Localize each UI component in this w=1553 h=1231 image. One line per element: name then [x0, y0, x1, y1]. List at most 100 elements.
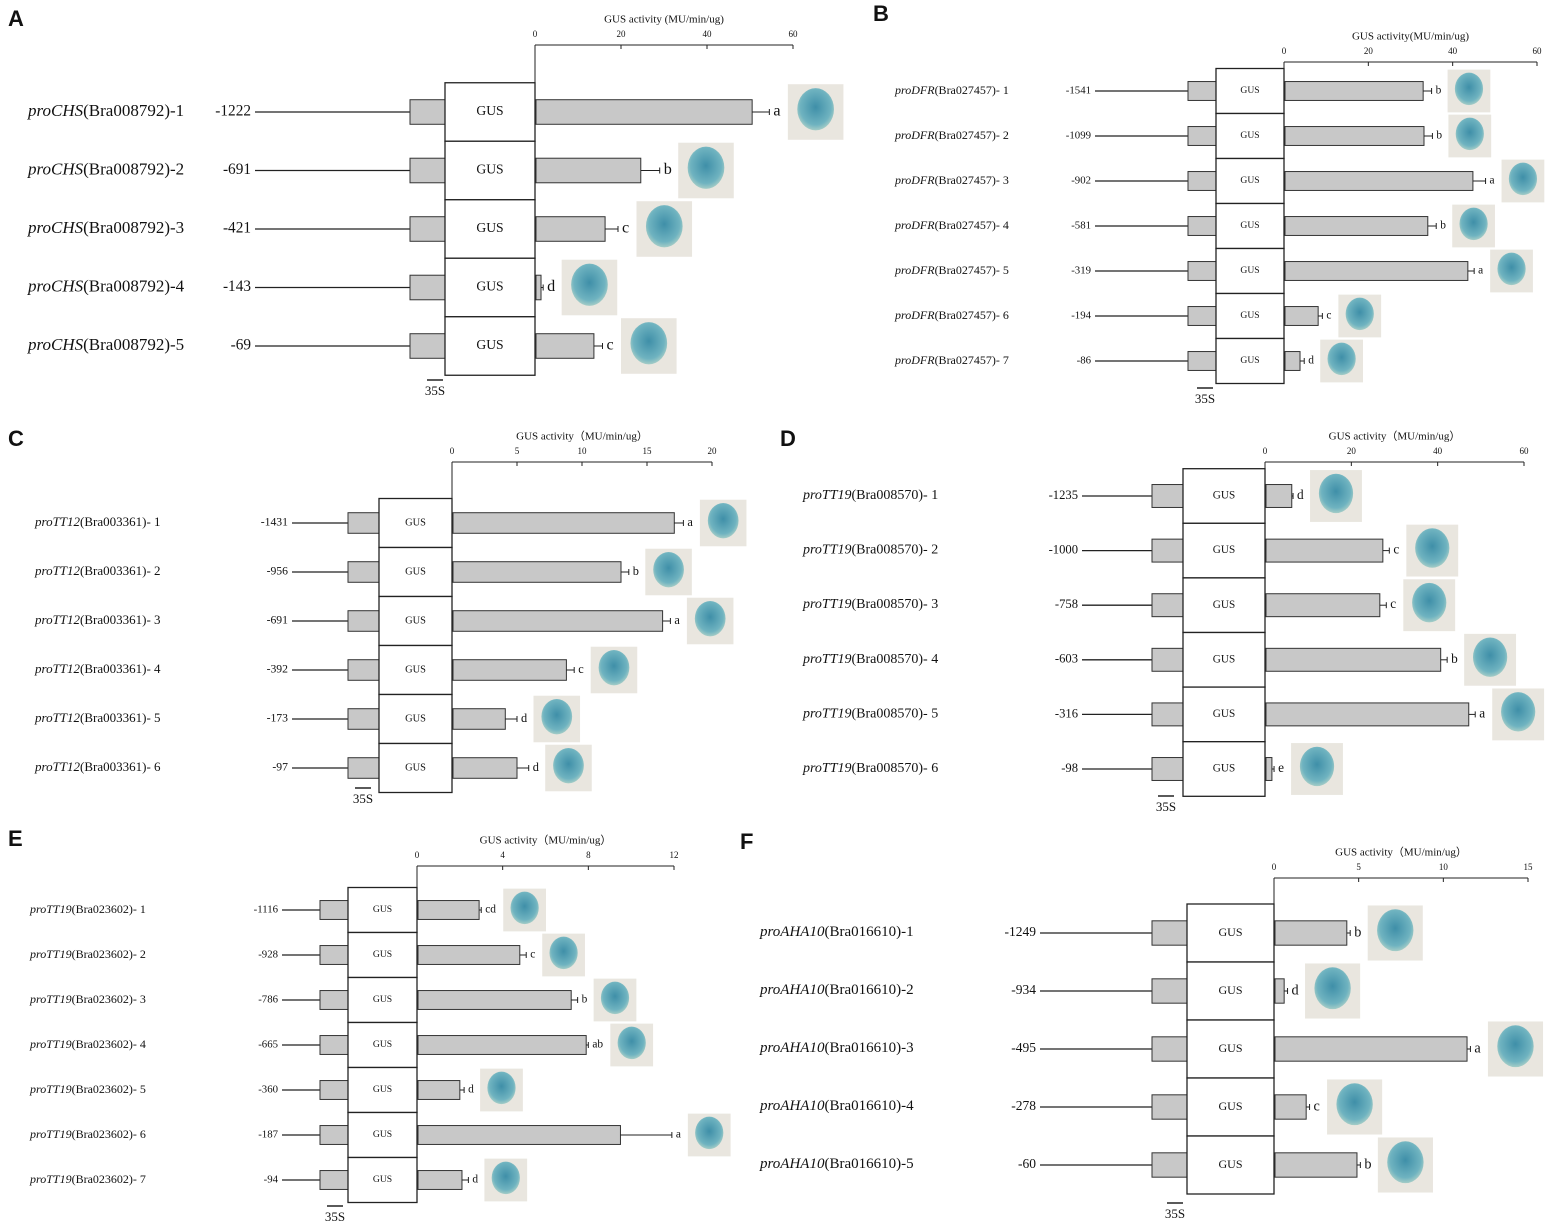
gus-label: GUS	[405, 566, 426, 577]
x-tick-label: 40	[703, 29, 713, 39]
gus-box	[1182, 577, 1266, 634]
construct-label: proTT12(Bra003361)- 4	[34, 661, 161, 676]
bar	[1284, 216, 1429, 236]
leaf	[645, 205, 683, 248]
minimal-promoter	[1151, 702, 1184, 727]
gus-label: GUS	[373, 949, 392, 960]
minimal-promoter	[1151, 978, 1188, 1004]
position-label: -956	[267, 565, 289, 578]
gus-label: GUS	[1240, 175, 1259, 186]
minimal-promoter	[1151, 757, 1184, 781]
x-tick-label: 0	[415, 850, 420, 860]
gus-label: GUS	[373, 1084, 392, 1095]
gus-box	[1215, 247, 1285, 295]
gus-box	[1186, 903, 1275, 963]
significance-label: b	[633, 564, 639, 578]
position-label: -758	[1055, 597, 1078, 611]
minimal-promoter	[347, 757, 380, 779]
leaf	[1415, 528, 1450, 568]
gus-label: GUS	[1218, 983, 1242, 997]
position-label: -97	[272, 761, 288, 774]
leaf	[1345, 297, 1374, 331]
significance-label: a	[1478, 265, 1483, 277]
minimal-promoter	[1187, 351, 1217, 371]
minimal-promoter	[409, 99, 446, 125]
minimal-promoter	[319, 990, 349, 1010]
gus-label: GUS	[476, 279, 503, 294]
x-tick-label: 20	[708, 446, 718, 456]
significance-label: b	[1451, 651, 1458, 666]
panel-letter: A	[8, 6, 24, 31]
significance-label: d	[1292, 982, 1299, 998]
gus-box	[347, 976, 418, 1024]
gus-box	[1215, 67, 1285, 115]
significance-label: a	[674, 613, 680, 627]
gus-box	[378, 644, 453, 696]
construct-label: proDFR(Bra027457)- 1	[894, 83, 1009, 97]
construct-label: proCHS(Bra008792)-2	[27, 159, 184, 178]
gus-label: GUS	[1218, 925, 1242, 939]
bar	[535, 274, 542, 301]
x-tick-label: 40	[1448, 46, 1458, 56]
leaf	[1454, 72, 1484, 106]
panel-letter: F	[740, 829, 753, 854]
gus-label: GUS	[373, 1174, 392, 1185]
bar	[452, 708, 506, 730]
position-label: -1235	[1049, 488, 1078, 502]
bar	[1265, 702, 1470, 727]
leaf	[797, 88, 834, 131]
position-label: -187	[258, 1128, 278, 1140]
gus-label: GUS	[373, 904, 392, 915]
gus-label: GUS	[476, 103, 503, 118]
bar	[1284, 126, 1425, 146]
gus-label: GUS	[1240, 355, 1259, 366]
gus-box	[347, 1156, 418, 1204]
gus-label: GUS	[476, 337, 503, 352]
construct-label: proAHA10(Bra016610)-3	[759, 1040, 914, 1056]
leaf	[617, 1026, 646, 1060]
x-tick-label: 8	[586, 850, 591, 860]
x-tick-label: 12	[670, 850, 679, 860]
minimal-promoter	[347, 708, 380, 730]
position-label: -928	[258, 948, 278, 960]
minimal-promoter	[319, 900, 349, 920]
minimal-promoter	[1187, 81, 1217, 101]
x-tick-label: 15	[643, 446, 653, 456]
gus-box	[444, 316, 536, 376]
minimal-promoter	[347, 659, 380, 681]
leaf	[687, 146, 725, 189]
gus-box	[347, 1111, 418, 1159]
construct-label: proDFR(Bra027457)- 3	[894, 173, 1009, 187]
gus-box	[347, 931, 418, 979]
position-label: -1249	[1005, 924, 1037, 939]
leaf	[1387, 1141, 1424, 1184]
x-tick-label: 5	[515, 446, 520, 456]
x-tick-label: 20	[1364, 46, 1374, 56]
bar	[1284, 306, 1319, 326]
bar	[1274, 1094, 1307, 1120]
minimal-promoter	[319, 1035, 349, 1055]
position-label: -786	[258, 993, 278, 1005]
position-label: -316	[1055, 706, 1078, 720]
position-label: -934	[1011, 982, 1036, 997]
position-label: -1000	[1049, 542, 1078, 556]
position-label: -603	[1055, 652, 1078, 666]
significance-label: d	[472, 1174, 478, 1186]
gus-box	[1215, 337, 1285, 385]
gus-box	[378, 693, 453, 745]
gus-box	[1182, 686, 1266, 743]
significance-label: cd	[485, 904, 496, 916]
position-label: -581	[1071, 219, 1091, 231]
minimal-promoter	[1151, 920, 1188, 946]
bar	[452, 610, 664, 632]
significance-label: c	[1314, 1098, 1320, 1114]
panel-letter: B	[873, 1, 889, 26]
significance-label: d	[1308, 355, 1314, 367]
construct-label: proTT19(Bra023602)- 6	[29, 1127, 146, 1141]
position-label: -143	[223, 278, 251, 295]
leaf	[630, 322, 668, 365]
minimal-promoter	[319, 1125, 349, 1145]
leaf	[1327, 342, 1356, 376]
leaf	[1299, 746, 1335, 787]
gus-box	[1215, 112, 1285, 160]
